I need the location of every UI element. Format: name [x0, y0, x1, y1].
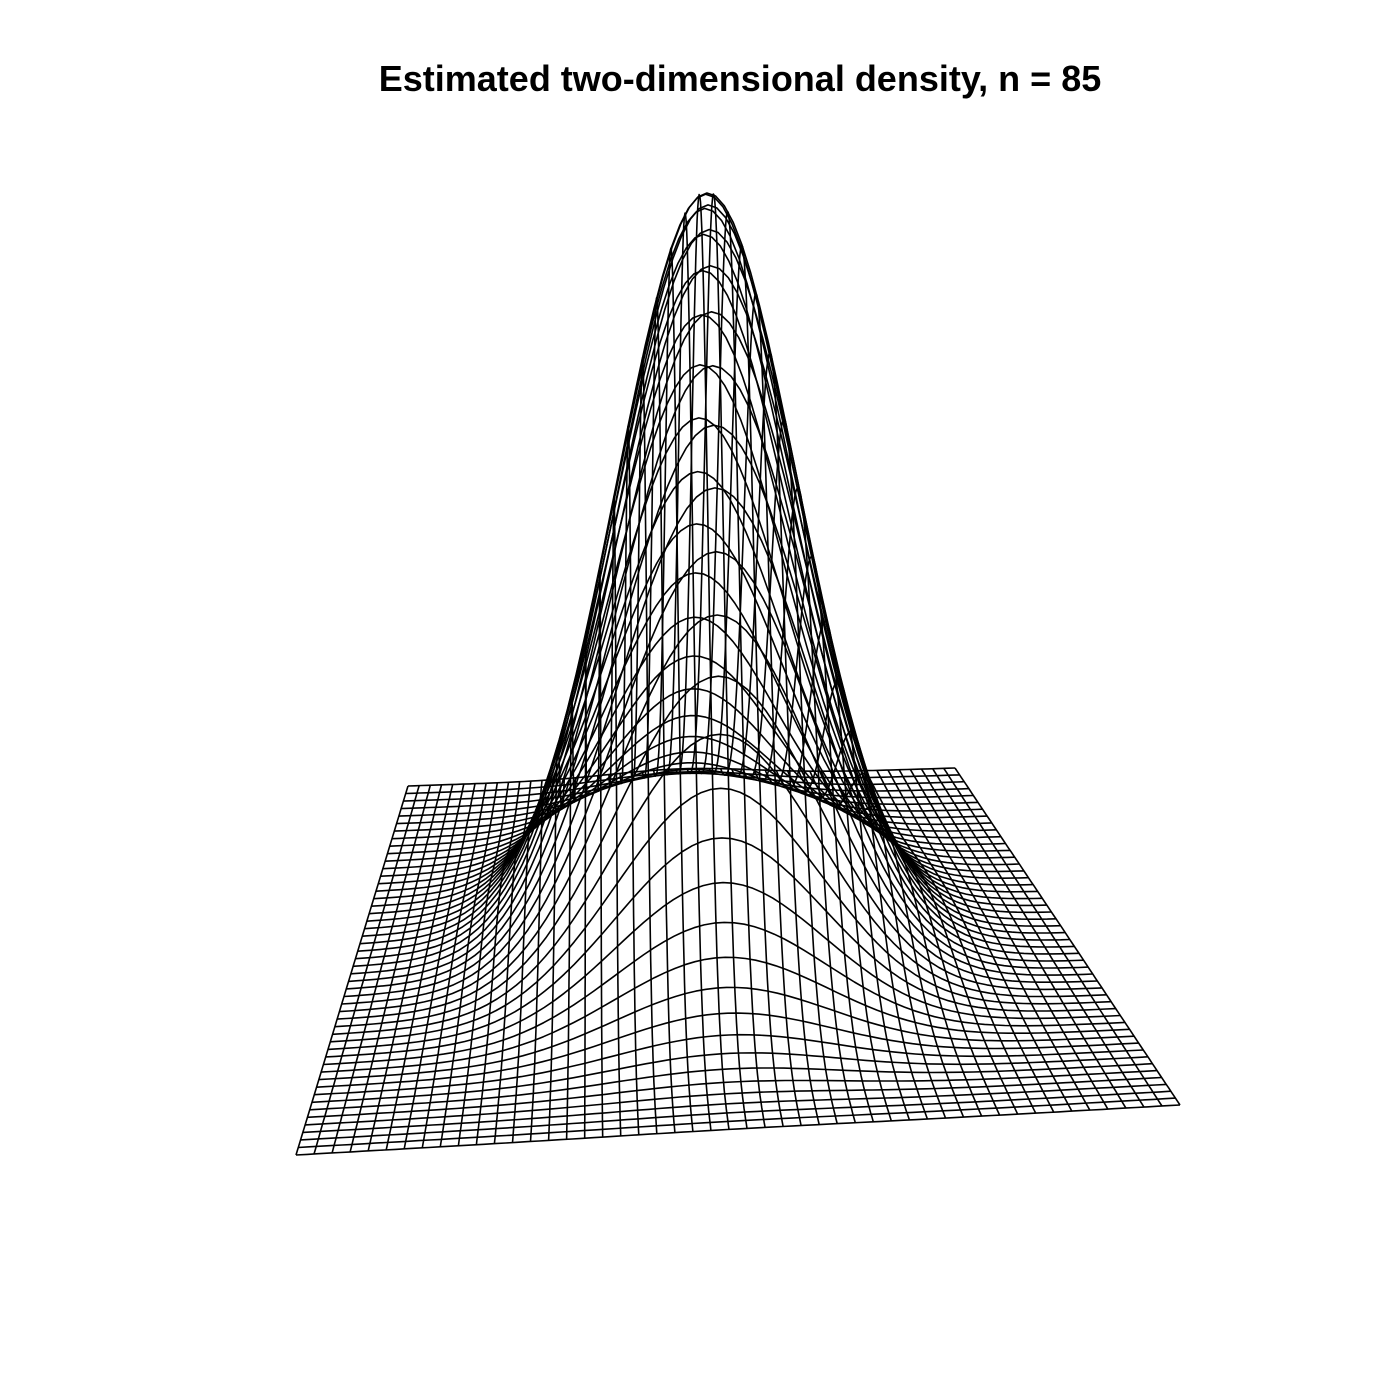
mesh-column-line [313, 785, 420, 1155]
mesh-row-line [371, 364, 1029, 907]
mesh-column-line [697, 210, 766, 1128]
mesh-column-line [349, 784, 443, 1153]
mesh-row-line [343, 424, 1084, 998]
mesh-row-line [300, 1090, 1171, 1141]
mesh-row-line [309, 1062, 1153, 1111]
mesh-row-line [362, 207, 1047, 937]
mesh-column-line [529, 779, 554, 1142]
mesh-row-line [327, 837, 1116, 1051]
mesh-column-line [876, 770, 1055, 1113]
mesh-row-line [391, 735, 988, 840]
mesh-column-line [439, 782, 499, 1147]
mesh-column-line [641, 297, 676, 1133]
mesh-row-line [346, 364, 1080, 990]
mesh-row-line [334, 675, 1102, 1028]
mesh-column-line [730, 351, 820, 1125]
mesh-column-line [954, 767, 1181, 1106]
mesh-row-line [378, 523, 1015, 885]
mesh-column-line [775, 620, 893, 1122]
mesh-column-line [664, 212, 712, 1131]
mesh-column-line [753, 487, 857, 1123]
mesh-column-line [421, 783, 487, 1148]
mesh-column-line [764, 555, 875, 1123]
mesh-column-line [619, 424, 640, 1135]
mesh-column-line [295, 785, 409, 1156]
mesh-row-line [295, 1104, 1181, 1156]
mesh-row-line [305, 1076, 1162, 1126]
mesh-row-line [302, 1083, 1167, 1134]
mesh-column-line [686, 193, 748, 1129]
mesh-column-line [675, 193, 730, 1130]
mesh-column-line [608, 495, 622, 1136]
mesh-row-line [350, 264, 1070, 975]
mesh-row-line [394, 751, 983, 832]
mesh-column-line [853, 770, 1019, 1115]
mesh-row-line [341, 487, 1089, 1005]
wireframe-mesh [295, 192, 1181, 1156]
mesh-row-line [323, 921, 1125, 1066]
mesh-row-line [337, 614, 1098, 1020]
mesh-column-line [909, 768, 1109, 1110]
mesh-column-line [403, 783, 476, 1150]
mesh-column-line [864, 770, 1037, 1114]
mesh-column-line [809, 770, 947, 1119]
mesh-column-line [475, 781, 521, 1145]
mesh-row-line [389, 714, 992, 847]
mesh-column-line [367, 784, 454, 1152]
mesh-column-line [547, 743, 566, 1141]
mesh-row-line [373, 417, 1024, 900]
mesh-row-line [311, 1052, 1148, 1104]
mesh-column-line [898, 769, 1091, 1111]
mesh-column-line [920, 768, 1127, 1109]
mesh-column-line [932, 768, 1145, 1108]
mesh-row-line [398, 768, 974, 817]
mesh-row-line [318, 986, 1135, 1081]
mesh-column-line [887, 769, 1073, 1112]
mesh-row-line [330, 787, 1112, 1043]
mesh-column-line [943, 767, 1163, 1107]
mesh-row-line [314, 1033, 1144, 1096]
mesh-column-line [719, 292, 802, 1126]
mesh-column-line [630, 357, 658, 1134]
mesh-row-line [380, 572, 1011, 877]
mesh-column-line [493, 781, 532, 1144]
mesh-column-line [797, 730, 929, 1120]
mesh-column-line [842, 770, 1001, 1116]
mesh-row-line [316, 1012, 1139, 1088]
mesh-row-line [325, 881, 1121, 1058]
mesh-row-line [369, 314, 1034, 915]
mesh-column-line [742, 417, 838, 1124]
mesh-row-line [385, 655, 1001, 862]
mesh-column-line [511, 780, 543, 1143]
mesh-row-line [321, 956, 1130, 1073]
mesh-column-line [565, 691, 577, 1140]
mesh-column-line [457, 782, 510, 1146]
mesh-row-line [357, 192, 1057, 952]
mesh-row-line [364, 233, 1043, 930]
mesh-row-line [355, 204, 1061, 960]
mesh-column-line [708, 244, 784, 1127]
mesh-row-line [332, 733, 1107, 1036]
mesh-row-line [348, 311, 1075, 983]
mesh-column-line [385, 783, 465, 1151]
mesh-column-line [652, 247, 694, 1132]
mesh-row-line [353, 228, 1066, 968]
mesh-column-line [597, 565, 604, 1138]
chart-title: Estimated two-dimensional density, n = 8… [378, 58, 1102, 99]
mesh-column-line [583, 631, 588, 1139]
mesh-row-line [298, 1097, 1176, 1149]
mesh-row-line [396, 762, 979, 825]
mesh-row-line [375, 470, 1020, 892]
mesh-column-line [831, 770, 983, 1117]
mesh-row-line [307, 1069, 1158, 1119]
mesh-column-line [331, 784, 432, 1154]
